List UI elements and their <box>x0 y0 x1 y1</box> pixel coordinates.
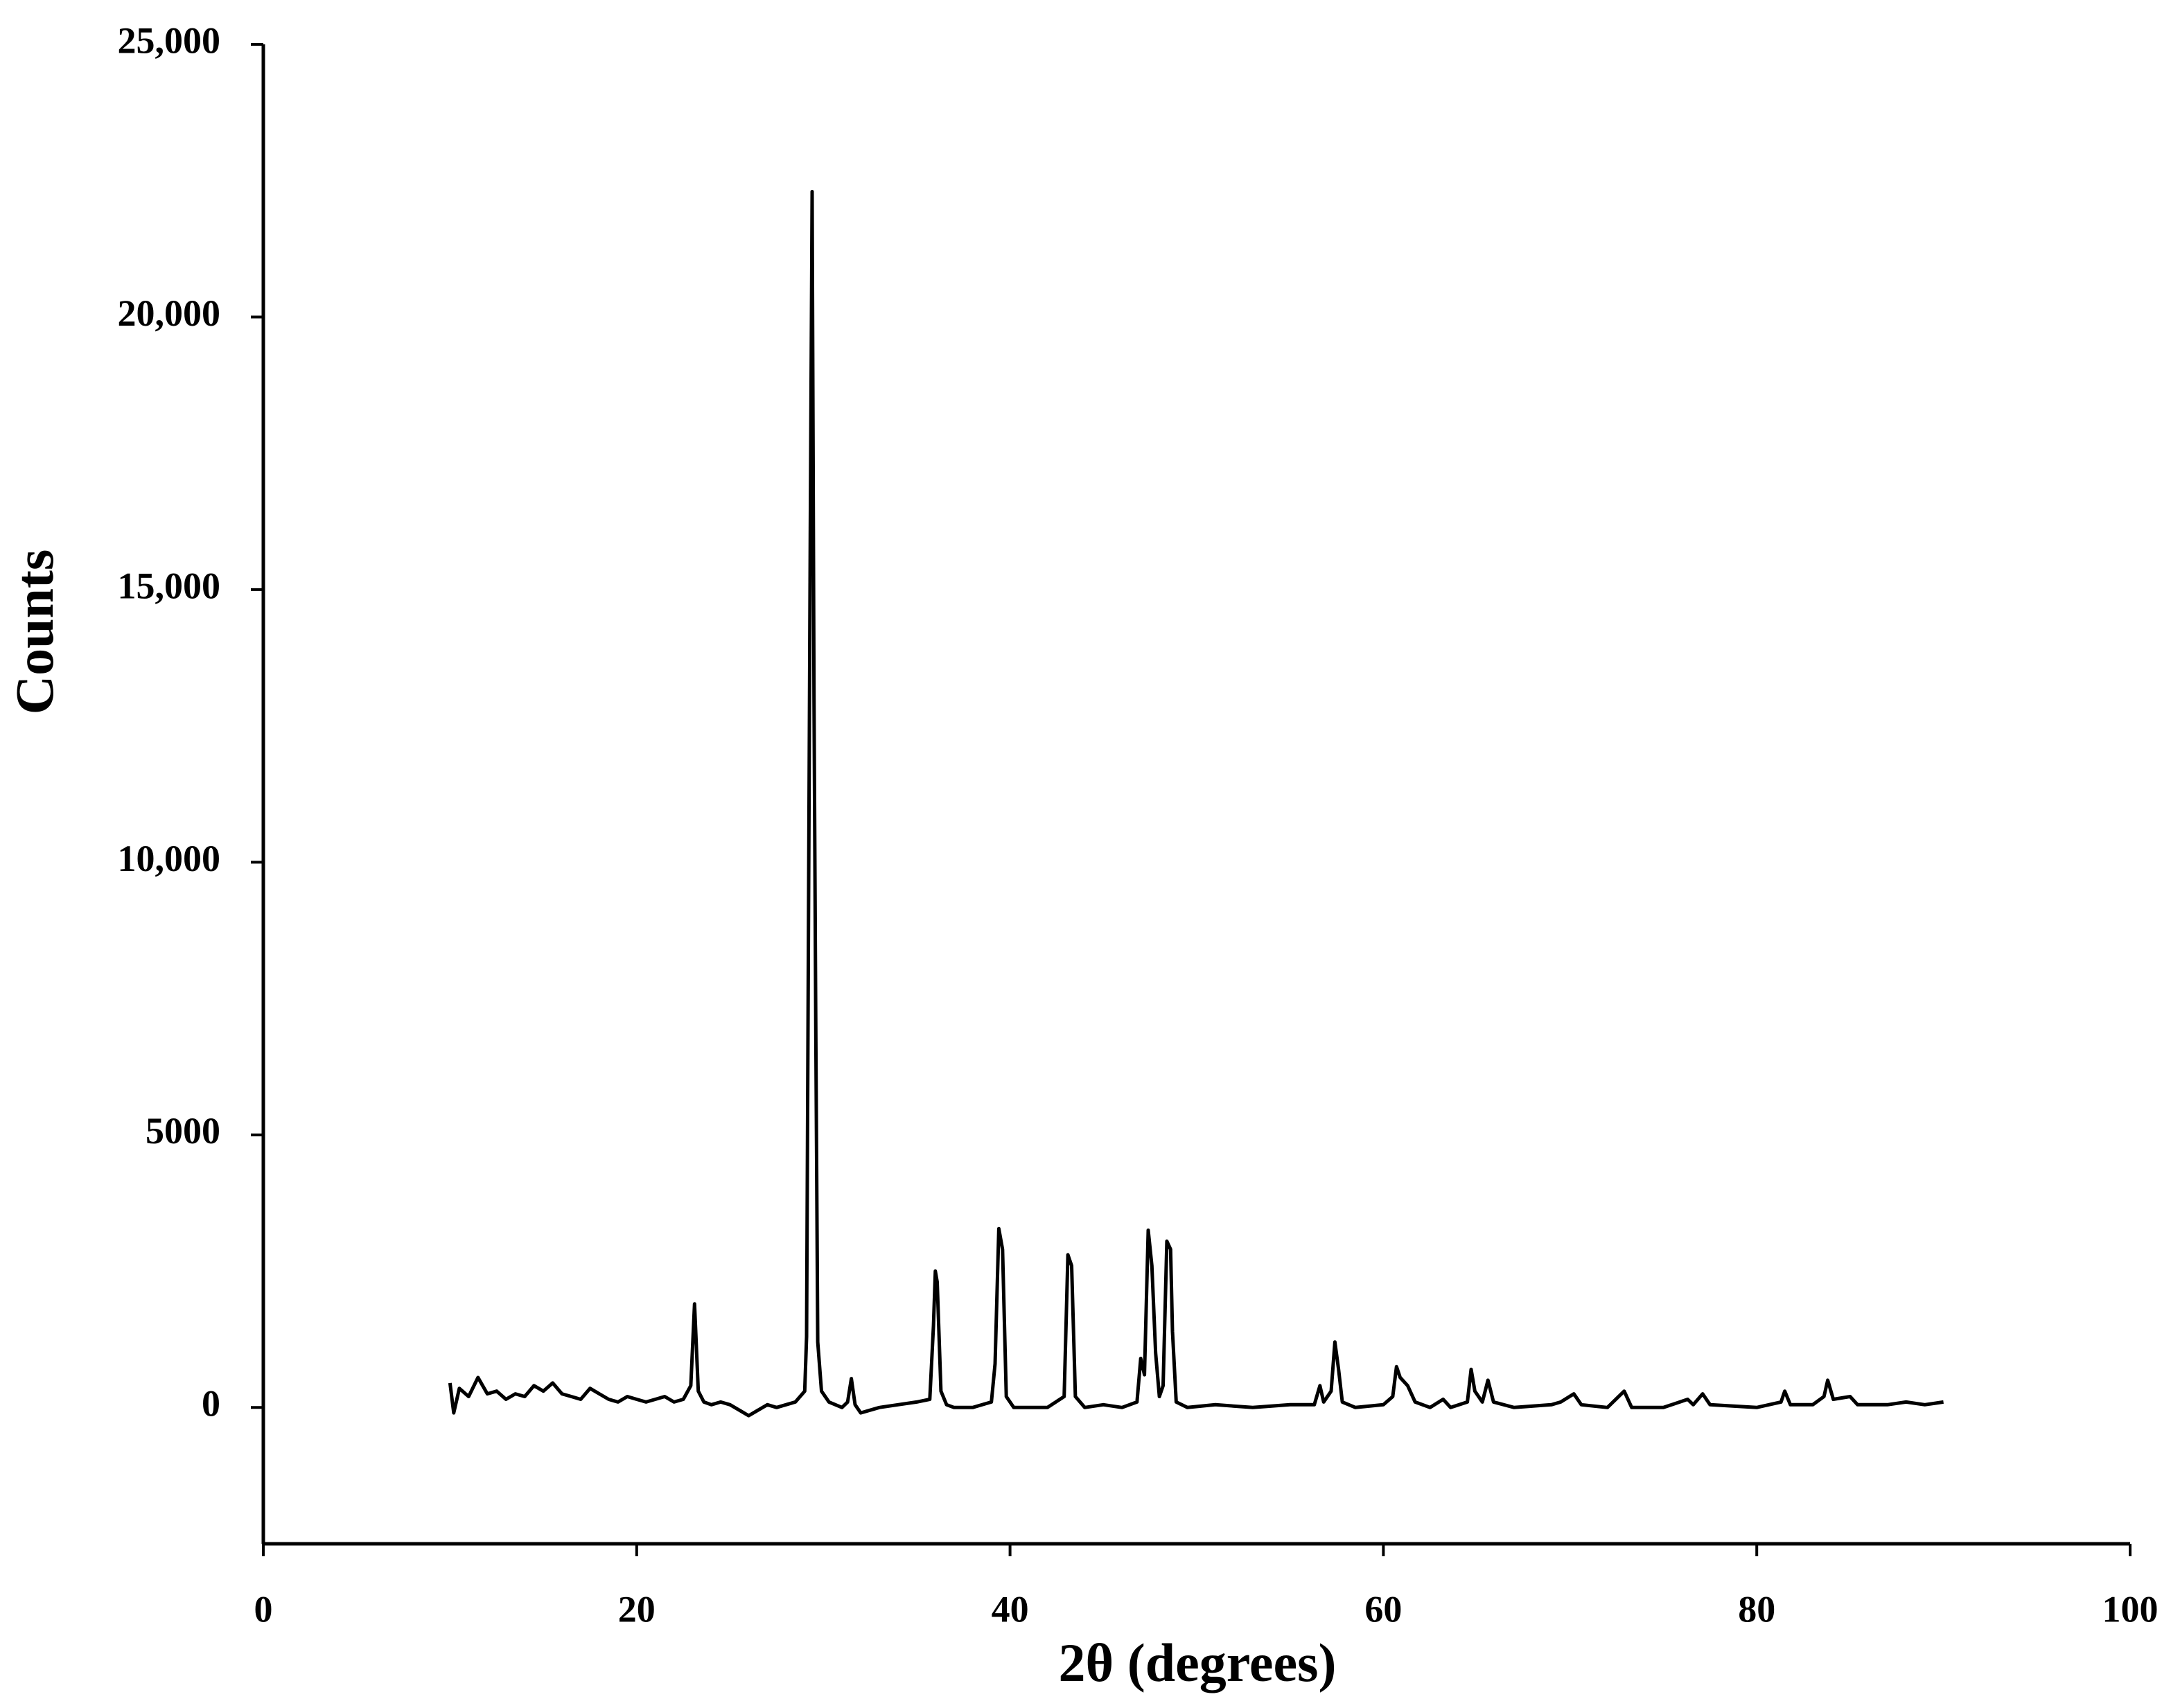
x-tick-label: 40 <box>992 1588 1029 1630</box>
y-tick-label: 15,000 <box>118 565 221 606</box>
x-tick-label: 60 <box>1364 1588 1402 1630</box>
x-tick-label: 0 <box>254 1588 273 1630</box>
y-tick-label: 20,000 <box>118 292 221 334</box>
y-axis-title: Counts <box>4 549 64 714</box>
x-tick-label: 100 <box>2102 1588 2159 1630</box>
xrd-line <box>448 190 1944 1418</box>
y-tick-label: 25,000 <box>118 19 221 61</box>
y-tick-label: 0 <box>202 1383 220 1425</box>
x-axis-title: 2θ (degrees) <box>1059 1632 1337 1693</box>
x-tick-label: 80 <box>1738 1588 1775 1630</box>
y-tick-label: 5000 <box>146 1110 220 1152</box>
x-tick-label: 20 <box>618 1588 656 1630</box>
y-tick-label: 10,000 <box>118 838 221 879</box>
